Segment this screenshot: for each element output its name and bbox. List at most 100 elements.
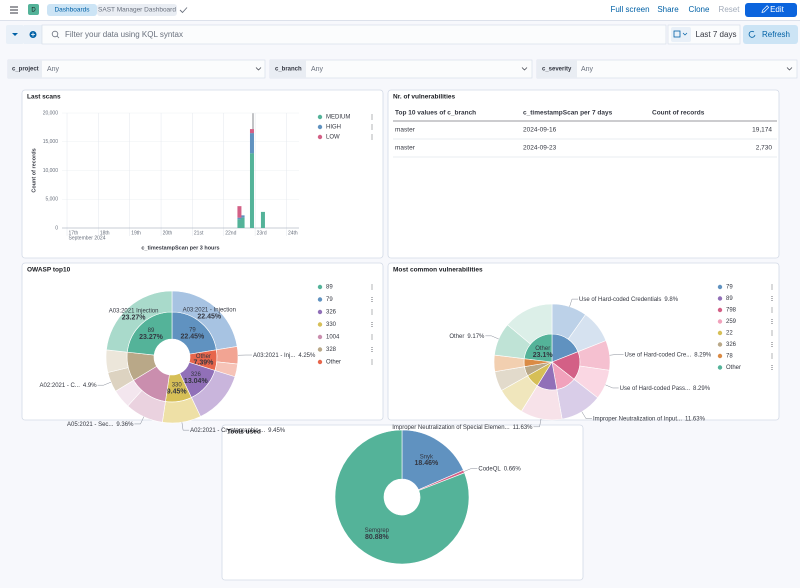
item-menu xyxy=(771,330,773,332)
x-tick-label: 18th xyxy=(100,230,110,236)
slice-value: 4.9% xyxy=(83,383,97,389)
legend-label: MEDIUM xyxy=(326,115,350,121)
item-menu xyxy=(371,349,373,350)
slice-label: 330 xyxy=(172,382,183,388)
item-menu xyxy=(771,286,773,288)
item-menu xyxy=(371,311,373,313)
table-cell: master xyxy=(395,127,416,134)
legend-label: 326 xyxy=(726,342,737,348)
x-tick-label: 20th xyxy=(163,230,173,236)
breadcrumb-bg[interactable] xyxy=(47,4,97,16)
slice-name: Other xyxy=(449,333,464,339)
column-header: c_timestampScan per 7 days xyxy=(523,110,613,117)
bar-segment xyxy=(260,211,265,228)
item-menu xyxy=(371,138,373,140)
slice-value: 11.63% xyxy=(685,416,706,422)
legend-label: 328 xyxy=(326,347,337,353)
item-menu xyxy=(371,351,373,352)
refresh-button[interactable] xyxy=(743,25,798,44)
slice xyxy=(507,303,553,345)
slice-value: 22.45% xyxy=(181,333,206,340)
slice-name: A03:2021 Injection xyxy=(109,308,159,314)
x-tick-label: 21st xyxy=(194,230,204,236)
panel-title: Nr. of vulnerabilities xyxy=(393,94,456,101)
bar-segment xyxy=(249,153,254,228)
search-placeholder: Filter your data using KQL syntax xyxy=(65,30,183,39)
item-menu xyxy=(371,118,373,120)
legend-label: 78 xyxy=(726,354,733,360)
action-link: Reset xyxy=(719,5,741,14)
item-menu xyxy=(771,355,773,357)
slice-name: 89 xyxy=(148,328,155,334)
slice-label: Improper Neutralization of Input... 11.63… xyxy=(593,416,706,422)
edit-button[interactable] xyxy=(745,3,797,17)
table-cell: 19,174 xyxy=(752,127,772,134)
legend-swatch xyxy=(317,114,323,120)
slice-label: A02:2021 - C... 4.9% xyxy=(40,383,98,389)
item-menu xyxy=(371,114,373,116)
slice-label: CodeQL 0.66% xyxy=(478,466,521,472)
legend-swatch xyxy=(717,307,723,313)
item-menu xyxy=(371,326,373,327)
item-menu xyxy=(771,334,773,336)
action-link[interactable]: Full screen xyxy=(610,5,649,14)
table-cell: 2024-09-23 xyxy=(523,145,557,152)
leader-line xyxy=(97,381,112,386)
slice-name: Other xyxy=(196,353,211,359)
slice-name: Improper Neutralization of Input... xyxy=(593,416,682,422)
item-menu xyxy=(771,367,773,368)
date-range: Last 7 days xyxy=(696,30,737,39)
menu-icon[interactable] xyxy=(10,6,18,14)
slice-name: Improper Neutralization of Special Eleme… xyxy=(392,424,510,430)
search-field[interactable] xyxy=(41,24,667,45)
slice-name: 79 xyxy=(189,327,196,333)
slice-value: 9.45% xyxy=(268,428,286,434)
action-link[interactable]: Share xyxy=(657,5,679,14)
legend-swatch xyxy=(717,353,723,359)
control-label-bg xyxy=(270,60,306,78)
controls: c_project Any c_branch Any c_severity An… xyxy=(7,59,798,79)
slice-label: A02:2021 - Cryptographic ... 9.45% xyxy=(190,428,286,434)
control[interactable] xyxy=(269,59,533,79)
slice xyxy=(401,429,464,491)
slice-name: Use of Hard-coded Pass... xyxy=(620,386,691,392)
item-menu xyxy=(371,286,373,288)
x-tick-label: 23rd xyxy=(257,230,267,236)
panel-title: OWASP top10 xyxy=(27,267,71,274)
item-menu xyxy=(771,300,773,301)
bar-segment xyxy=(237,217,242,220)
slice-label: A03:2021 - Injection xyxy=(183,307,236,313)
slice-name: Use of Hard-coded Credentials xyxy=(579,297,661,303)
panel xyxy=(221,424,584,581)
slice-name: A03:2021 - Inj... xyxy=(253,353,296,359)
space-badge[interactable] xyxy=(28,4,39,15)
bar-segment xyxy=(249,129,254,134)
control-label-bg xyxy=(8,60,42,78)
item-menu xyxy=(371,361,373,363)
slice-label: 79 xyxy=(189,327,196,333)
action-link[interactable]: Clone xyxy=(689,5,710,14)
top-bar xyxy=(0,0,800,20)
slice-value: 8.29% xyxy=(694,352,712,358)
leader-line xyxy=(609,354,624,356)
refresh-button-text: Refresh xyxy=(762,30,790,39)
item-menu xyxy=(771,357,773,359)
leader-line xyxy=(581,411,592,419)
breadcrumb[interactable]: Dashboards xyxy=(54,7,90,14)
table-cell: 2024-09-16 xyxy=(523,127,557,134)
slice-name: 326 xyxy=(191,372,202,378)
panel-title: Last scans xyxy=(27,94,61,101)
item-menu xyxy=(371,124,373,126)
bar-segment xyxy=(240,217,245,228)
slice-label: A03:2021 Injection xyxy=(109,308,159,314)
slice-name: Snyk xyxy=(420,454,434,460)
legend-swatch xyxy=(317,134,323,140)
slice-value: 8.29% xyxy=(693,386,711,392)
item-menu xyxy=(371,297,373,298)
item-menu xyxy=(771,311,773,313)
slice-name: Other xyxy=(535,346,550,352)
legend-swatch xyxy=(317,347,323,352)
slice-name: A02:2021 - C... xyxy=(40,383,81,389)
edit-button-text: Edit xyxy=(770,5,785,14)
legend-label: Other xyxy=(326,360,341,366)
